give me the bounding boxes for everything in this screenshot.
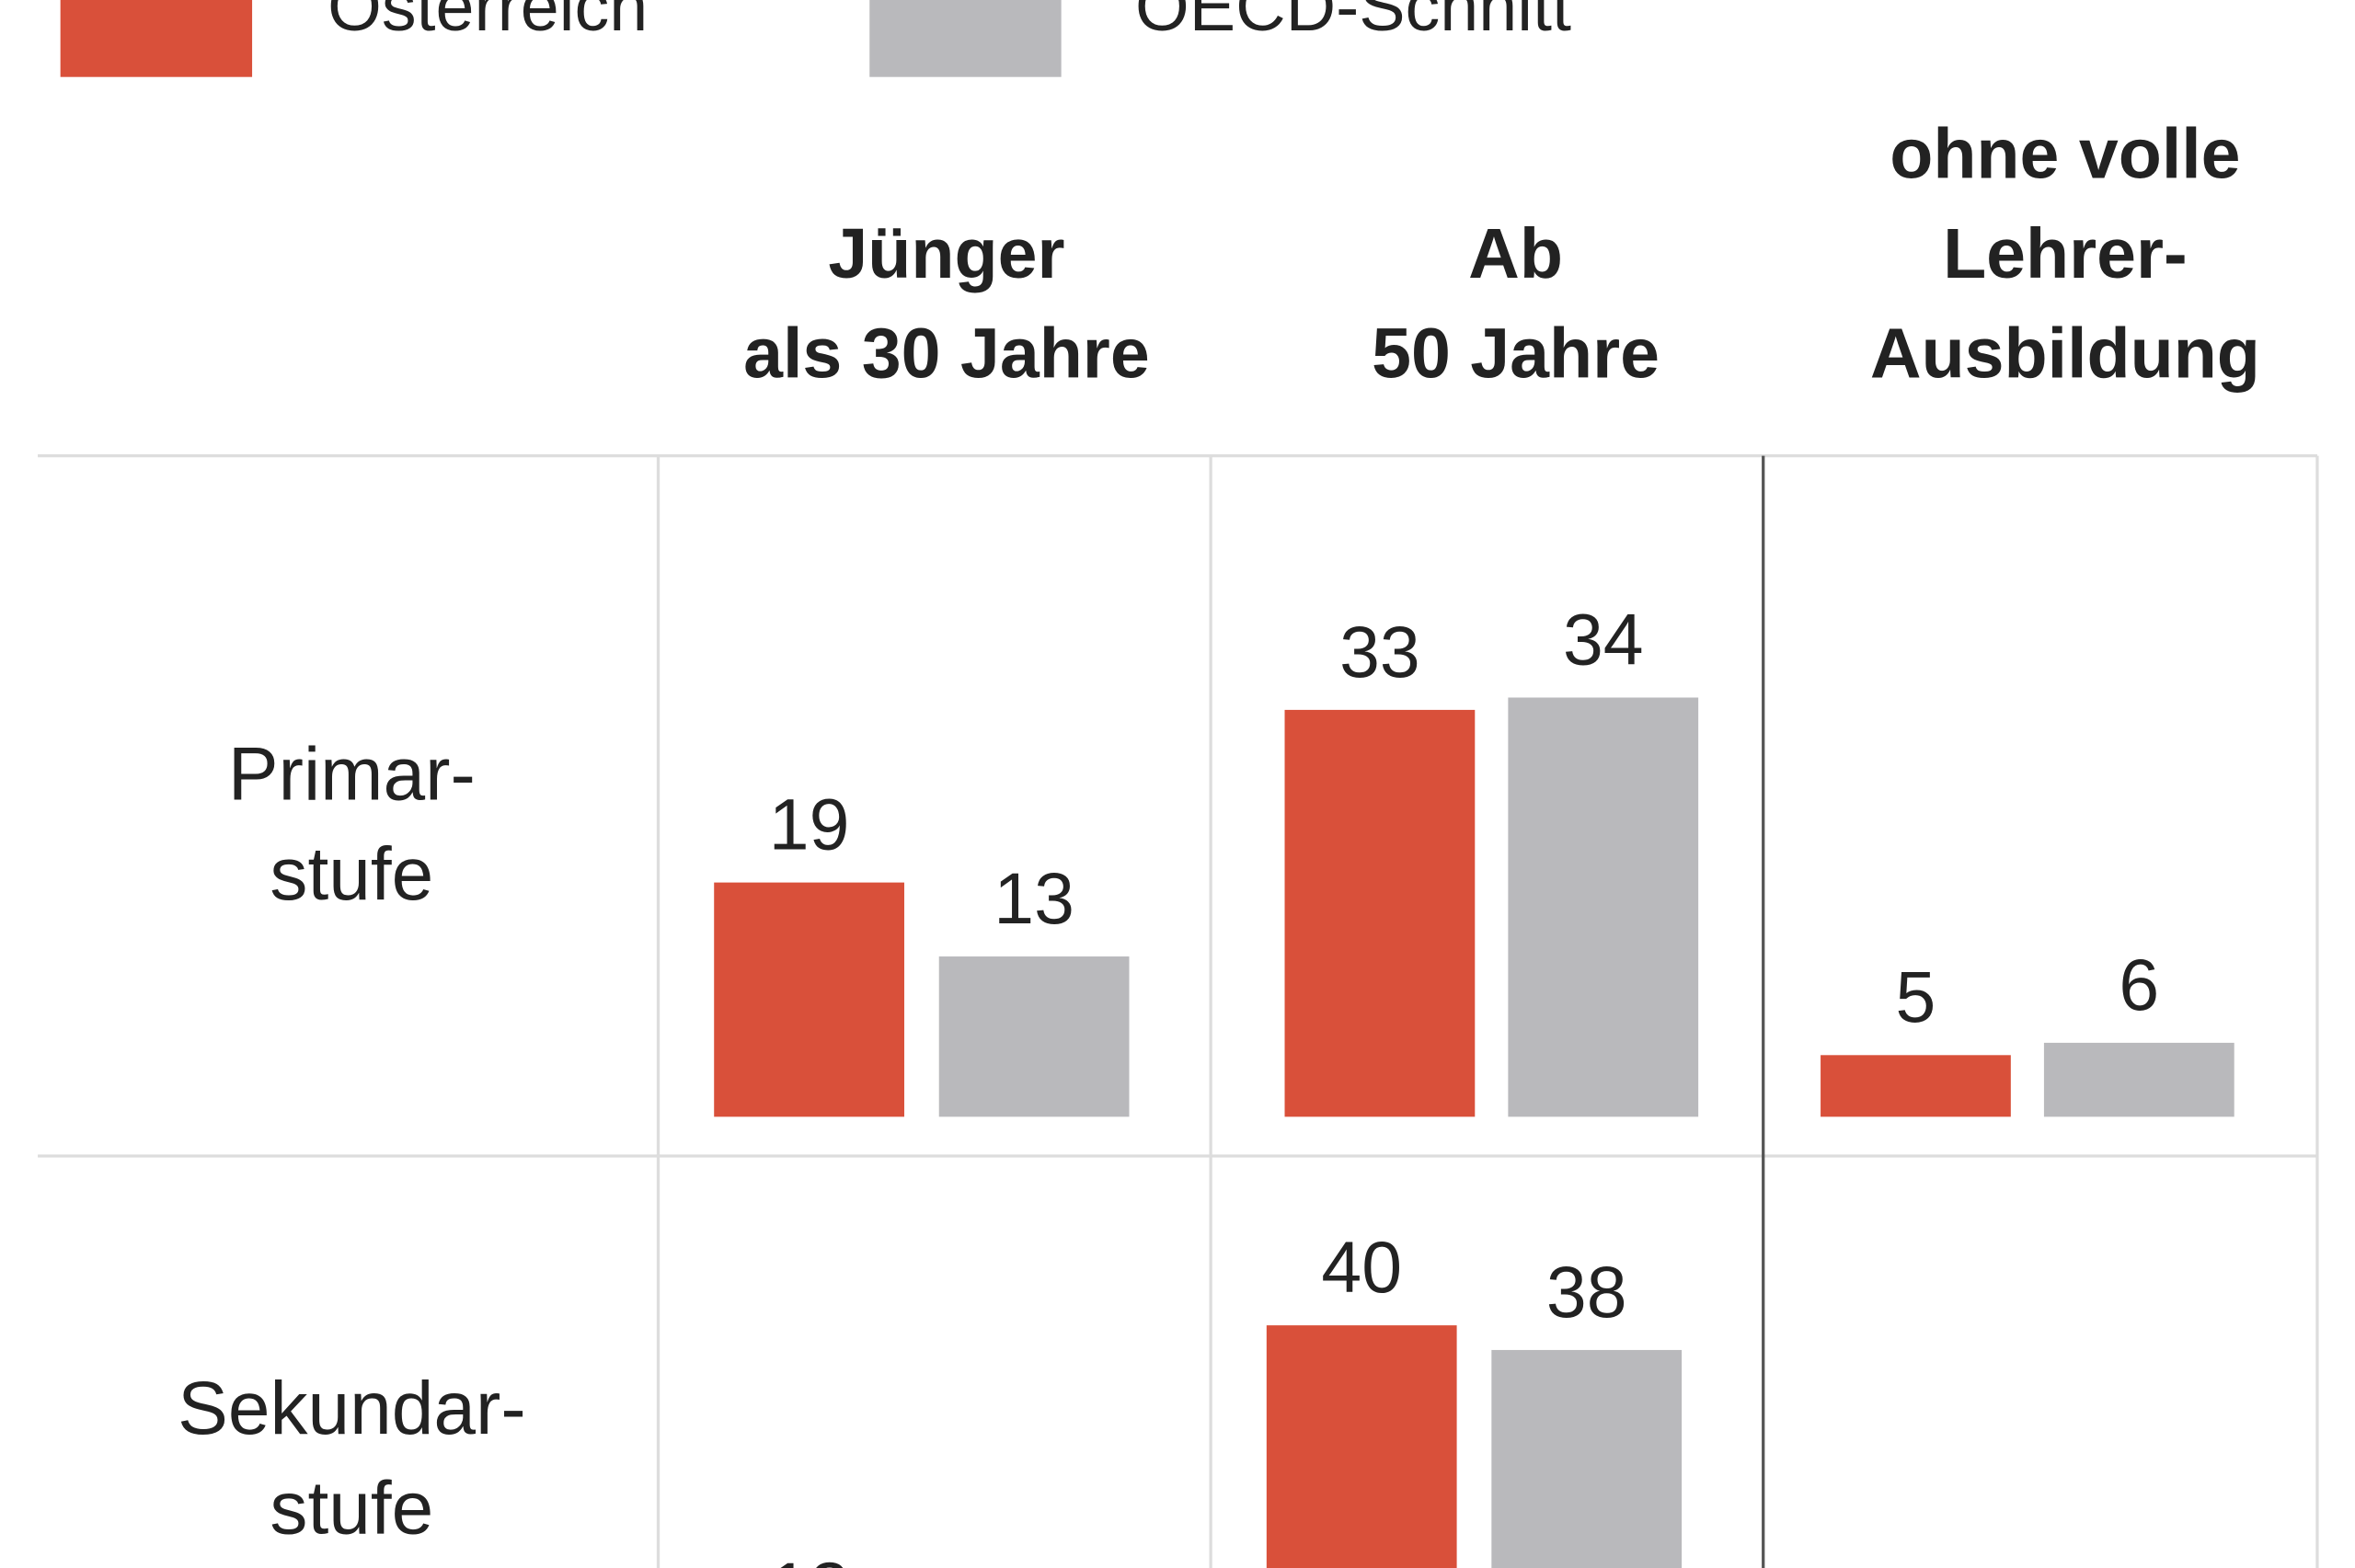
row-labels: Primar-stufe Sekundar-stufe	[178, 733, 526, 1551]
data-label: 5	[1896, 956, 1936, 1037]
legend-swatch-oecd	[869, 0, 1062, 77]
legend-label-austria: Österreich	[327, 0, 648, 45]
bar-austria	[1266, 1325, 1457, 1568]
data-label: 13	[994, 858, 1074, 939]
data-label: 34	[1563, 599, 1644, 680]
bar-oecd	[938, 956, 1130, 1117]
data-label: 40	[1321, 1227, 1402, 1308]
column-headers: Jünger als 30 Jahre Ab 50 Jahre ohne volle Le…	[743, 115, 2260, 394]
column-header: Ausbildung	[1870, 314, 2260, 393]
row-label: stufe	[270, 832, 433, 916]
legend-label-oecd: OECD-Schnitt	[1135, 0, 1571, 45]
row-label: Sekundar-	[178, 1367, 526, 1450]
column-header: Ab	[1468, 214, 1563, 293]
data-label: 33	[1339, 612, 1420, 692]
row-label: stufe	[270, 1466, 433, 1550]
column-header: Lehrer-	[1943, 214, 2188, 293]
bars: 19 13 33 34 5 6 12 40 38	[714, 599, 2234, 1568]
data-label: 38	[1546, 1252, 1627, 1333]
bar-oecd	[1491, 1349, 1683, 1568]
legend-swatch-austria	[60, 0, 253, 77]
bar-austria	[714, 882, 904, 1117]
bar-austria	[1821, 1055, 2011, 1117]
data-label: 19	[769, 784, 850, 865]
bar-oecd	[1508, 697, 1699, 1117]
bar-austria	[1284, 709, 1476, 1117]
column-header: ohne volle	[1890, 115, 2240, 194]
column-header: Jünger	[828, 214, 1064, 293]
column-header: als 30 Jahre	[743, 314, 1150, 393]
bar-oecd	[2043, 1042, 2234, 1117]
legend: Österreich OECD-Schnitt	[60, 0, 1571, 77]
data-label: 12	[769, 1548, 850, 1568]
grid	[38, 453, 2319, 1568]
row-label: Primar-	[228, 733, 476, 817]
column-header: 50 Jahre	[1372, 314, 1660, 393]
data-label: 6	[2119, 944, 2159, 1025]
